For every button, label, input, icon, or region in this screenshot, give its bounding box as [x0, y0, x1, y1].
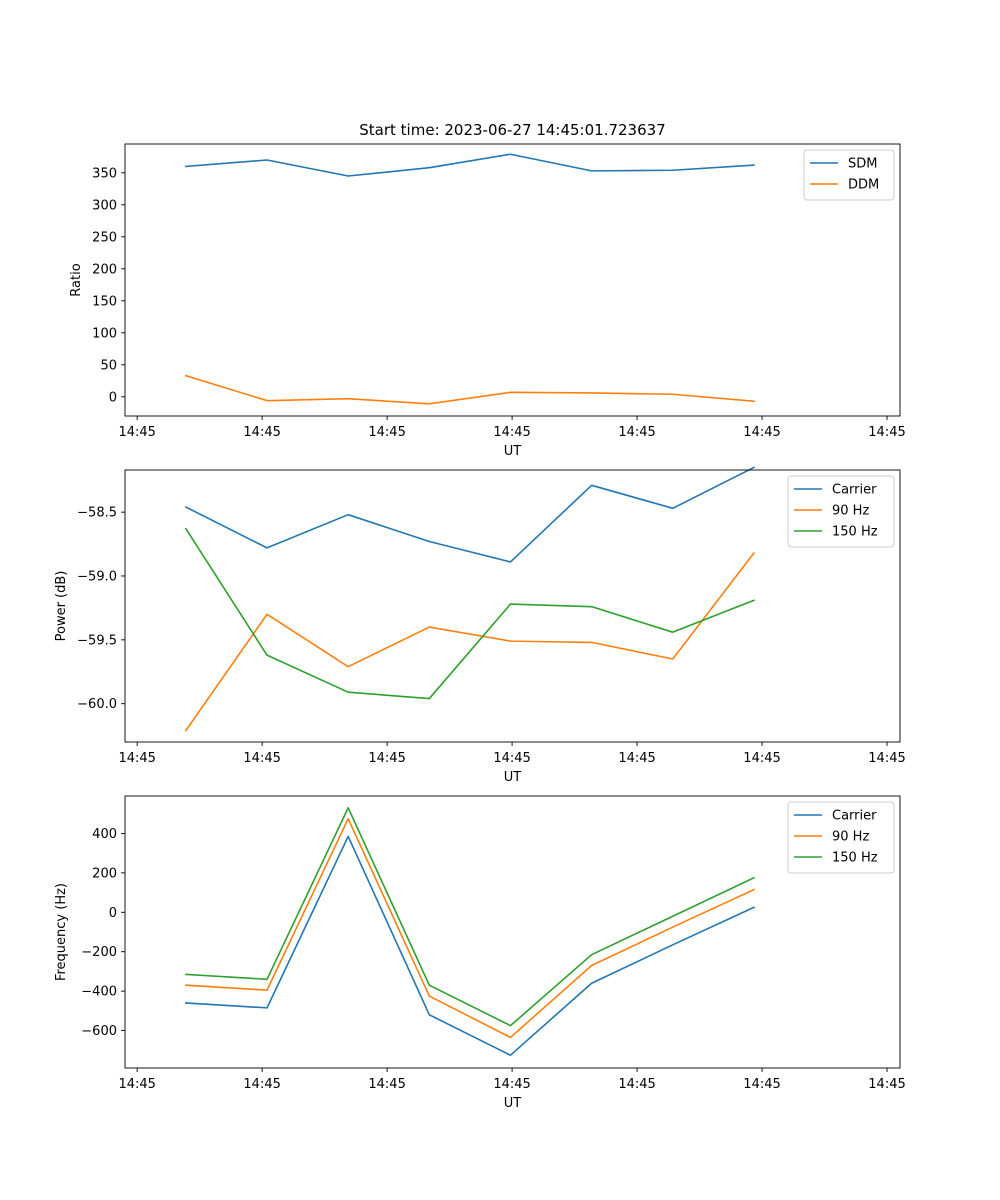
- y-tick-label: 250: [92, 230, 117, 245]
- x-tick-label: 14:45: [368, 425, 405, 440]
- series-line-90-hz: [185, 817, 755, 1039]
- x-tick-label: 14:45: [493, 751, 530, 766]
- x-tick-label: 14:45: [618, 751, 655, 766]
- y-tick-label: 0: [109, 906, 117, 921]
- legend-label: SDM: [848, 157, 877, 172]
- y-tick-label: 350: [92, 166, 117, 181]
- series-line-carrier: [185, 835, 755, 1056]
- y-tick-label: −59.5: [77, 633, 117, 648]
- legend-box: [787, 801, 895, 874]
- x-tick-label: 14:45: [618, 1077, 655, 1092]
- x-tick-label: 14:45: [743, 425, 780, 440]
- y-tick-label: 400: [92, 827, 117, 842]
- x-tick-label: 14:45: [118, 1077, 155, 1092]
- y-axis-label: Power (dB): [54, 571, 69, 642]
- x-tick-label: 14:45: [118, 425, 155, 440]
- x-tick-label: 14:45: [618, 425, 655, 440]
- y-tick-label: 300: [92, 198, 117, 213]
- legend-label: 150 Hz: [832, 851, 878, 866]
- y-axis-label: Ratio: [69, 263, 84, 296]
- y-tick-label: 0: [109, 390, 117, 405]
- x-tick-label: 14:45: [868, 751, 905, 766]
- legend: SDM DDM: [803, 149, 895, 201]
- legend-label: Carrier: [832, 809, 877, 824]
- legend: Carrier 90 Hz 150 Hz: [787, 801, 895, 874]
- y-tick-label: −600: [81, 1024, 117, 1039]
- legend-label: 90 Hz: [832, 504, 869, 519]
- y-tick-label: −200: [81, 945, 117, 960]
- series-line-150-hz: [185, 807, 755, 1027]
- x-axis-label: UT: [504, 1096, 522, 1111]
- x-tick-label: 14:45: [118, 751, 155, 766]
- y-axis-label: Frequency (Hz): [54, 883, 69, 981]
- legend-label: 90 Hz: [832, 830, 869, 845]
- series-line-90-hz: [184, 551, 756, 732]
- chart-2: 14:45 14:45 14:45 14:45 14:45 14:45 14:45 −60.0…: [54, 466, 906, 785]
- legend-label: DDM: [848, 178, 879, 193]
- series-line-ddm: [184, 374, 755, 405]
- series-line-sdm: [184, 153, 755, 177]
- x-axis-label: UT: [504, 770, 522, 785]
- x-tick-label: 14:45: [743, 751, 780, 766]
- y-tick-label: 150: [92, 294, 117, 309]
- y-tick-label: 200: [92, 262, 117, 277]
- chart-title: Start time: 2023-06-27 14:45:01.723637: [359, 121, 665, 139]
- x-tick-label: 14:45: [243, 751, 280, 766]
- x-tick-label: 14:45: [743, 1077, 780, 1092]
- y-tick-label: −60.0: [77, 697, 117, 712]
- axes-frame: [124, 143, 901, 417]
- legend: Carrier 90 Hz 150 Hz: [787, 475, 895, 548]
- x-tick-label: 14:45: [868, 425, 905, 440]
- y-tick-label: −59.0: [77, 569, 117, 584]
- series-line-150-hz: [184, 527, 755, 700]
- x-tick-label: 14:45: [243, 1077, 280, 1092]
- y-tick-label: 100: [92, 326, 117, 341]
- y-tick-label: −58.5: [77, 506, 117, 521]
- legend-box: [787, 475, 895, 548]
- x-tick-label: 14:45: [493, 1077, 530, 1092]
- y-tick-label: 50: [100, 358, 117, 373]
- x-tick-label: 14:45: [368, 751, 405, 766]
- x-axis-label: UT: [504, 444, 522, 459]
- x-tick-label: 14:45: [868, 1077, 905, 1092]
- chart-1: Start time: 2023-06-27 14:45:01.723637 14…: [69, 121, 906, 459]
- chart-3: 14:45 14:45 14:45 14:45 14:45 14:45 14:45 −600 −…: [54, 795, 906, 1111]
- x-tick-label: 14:45: [368, 1077, 405, 1092]
- axes-frame: [124, 795, 901, 1069]
- legend-label: 150 Hz: [832, 525, 878, 540]
- x-tick-label: 14:45: [243, 425, 280, 440]
- y-tick-label: 200: [92, 866, 117, 881]
- y-tick-label: −400: [81, 985, 117, 1000]
- series-line-carrier: [184, 466, 756, 563]
- x-tick-label: 14:45: [493, 425, 530, 440]
- legend-label: Carrier: [832, 483, 877, 498]
- axes-frame: [124, 469, 901, 743]
